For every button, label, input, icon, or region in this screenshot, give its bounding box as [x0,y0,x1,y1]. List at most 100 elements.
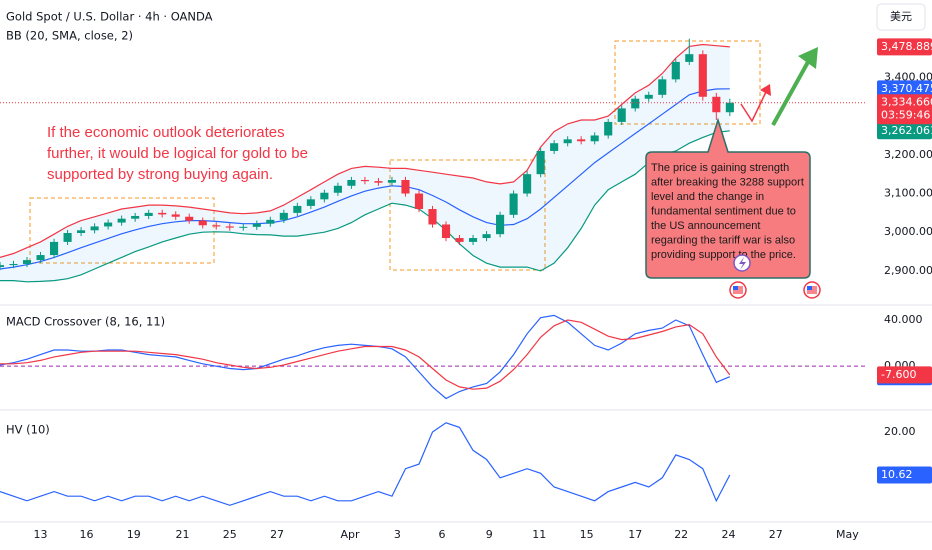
callout-text: after breaking the 3288 support [651,176,804,188]
price-label-box [877,366,932,384]
candle-body [9,263,18,266]
candle-body [117,218,126,223]
event-flag-canton [807,286,812,290]
price-label: -7.600 [881,368,916,381]
y-tick-label: 3,400.000 [884,70,932,83]
candle-body [468,238,478,242]
price-label-box [877,466,932,484]
candle-body [144,212,153,216]
candle-body [455,238,464,242]
price-label-box [877,122,932,140]
candle-body [550,143,559,151]
y-tick-label: 3,000.000 [884,225,932,238]
candle-body [320,192,329,200]
trend-arrow-head [798,47,818,69]
candle-body [104,222,113,227]
candle-body [185,216,194,221]
price-label: 3,370.475 [881,82,932,95]
y-tick-label: 3,100.000 [884,187,932,200]
candle-body [77,230,86,234]
countdown-label: 03:59:46 [881,109,930,122]
price-label: 10.62 [881,468,913,481]
candle-body [131,215,140,219]
band-fill [0,44,730,282]
candle-body [617,108,626,122]
price-label: 3,334.660 [881,96,932,109]
candle-body [266,219,275,224]
candle-body [0,265,5,268]
candle-body [279,212,288,220]
callout-text: regarding the tariff war is also [651,234,795,246]
candle-body [658,79,667,95]
candle-body [644,94,653,99]
x-tick-label: 27 [270,528,284,541]
x-tick-label: May [836,528,859,541]
callout-box [645,117,811,279]
candle-body [536,150,545,175]
candle-body [482,234,491,239]
annotation-text: supported by strong buying again. [47,166,273,183]
price-label-box [877,94,932,125]
pullback-arrow-head [760,84,771,96]
series-line [0,130,730,283]
series-line [0,43,730,258]
y-tick-label: 20.00 [884,425,916,438]
event-icon-bolt [739,257,746,270]
candle-body [360,179,369,182]
price-label: 3,478.889 [881,40,932,53]
candle-body [36,255,45,261]
candle-body [590,135,599,142]
y-tick-label: 3,200.000 [884,148,932,161]
callout-text: The price is gaining strength [651,162,789,174]
candle-body [604,121,613,136]
trend-arrow [771,61,810,126]
indicator-title: BB (20, SMA, close, 2) [6,29,133,43]
candle-body [198,220,207,226]
series-line [0,88,730,270]
candle-body [293,205,302,213]
candle-body [333,185,342,193]
candle-body [441,224,451,239]
drawings [29,40,761,271]
x-tick-label: 17 [628,528,642,541]
y-tick-label: 2,900.000 [884,264,932,277]
x-tick-label: 9 [486,528,493,541]
x-tick-label: 22 [674,528,688,541]
candle-body [239,226,248,228]
x-tick-label: 21 [175,528,189,541]
candle-body [428,209,437,225]
y-tick-label: 40.000 [884,313,923,326]
x-tick-label: 6 [438,528,445,541]
candle-body [252,223,261,227]
x-tick-label: 16 [80,528,94,541]
candle-body [306,199,315,206]
currency[interactable]: 美元 [890,10,912,23]
annotation-text: further, it would be logical for gold to… [47,145,308,162]
range-box [389,159,546,271]
candle-body [698,54,707,97]
candle-body [523,174,532,194]
price-label: 3,262.061 [881,124,932,137]
x-tick-label: 11 [532,528,546,541]
candle-body [685,54,694,62]
candle-body [63,233,72,242]
symbol-title: Gold Spot / U.S. Dollar · 4h · OANDA [6,10,213,24]
candle-body [158,212,167,215]
callout-text: level and the change in [651,191,764,203]
callout-text: fundamental sentiment due to [651,205,796,217]
candle-body [712,96,721,113]
callout-text: providing support to the price. [651,249,796,261]
candle-body [496,214,505,235]
range-box [614,40,761,125]
series-line [0,319,731,390]
x-tick-label: 19 [127,528,141,541]
price-label-box [877,80,932,98]
candle-body [671,61,680,80]
currency-button[interactable] [876,3,926,31]
candle-body [171,214,180,217]
indicator-title: HV (10) [6,423,50,437]
indicator-title: MACD Crossover (8, 16, 11) [6,315,165,329]
x-tick-label: 15 [580,528,594,541]
event-flag-canton [733,286,738,290]
